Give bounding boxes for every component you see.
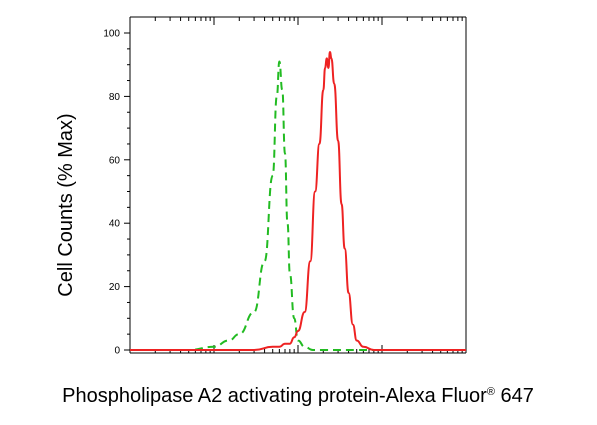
x-axis-label: Phospholipase A2 activating protein-Alex…: [62, 385, 534, 407]
x-axis-label-suffix: 647: [495, 385, 534, 407]
y-tick-label: 40: [109, 219, 121, 230]
y-tick-label: 20: [109, 282, 121, 293]
x-axis-label-superscript: ®: [487, 386, 495, 398]
control-series-line: [130, 60, 466, 351]
series-group: [130, 51, 466, 352]
sample-series-line: [130, 51, 466, 352]
y-tick-label: 100: [103, 29, 120, 40]
x-axis-label-main: Phospholipase A2 activating protein-Alex…: [62, 385, 487, 407]
y-tick-label: 80: [109, 92, 121, 103]
y-axis-ticks: 0 20 40 60 80 100: [103, 29, 130, 357]
y-axis-label: Cell Counts (% Max): [55, 113, 77, 296]
y-tick-label: 60: [109, 155, 121, 166]
y-tick-label: 0: [114, 346, 120, 357]
plot-frame: [129, 16, 467, 354]
x-axis-ticks: [129, 17, 467, 353]
